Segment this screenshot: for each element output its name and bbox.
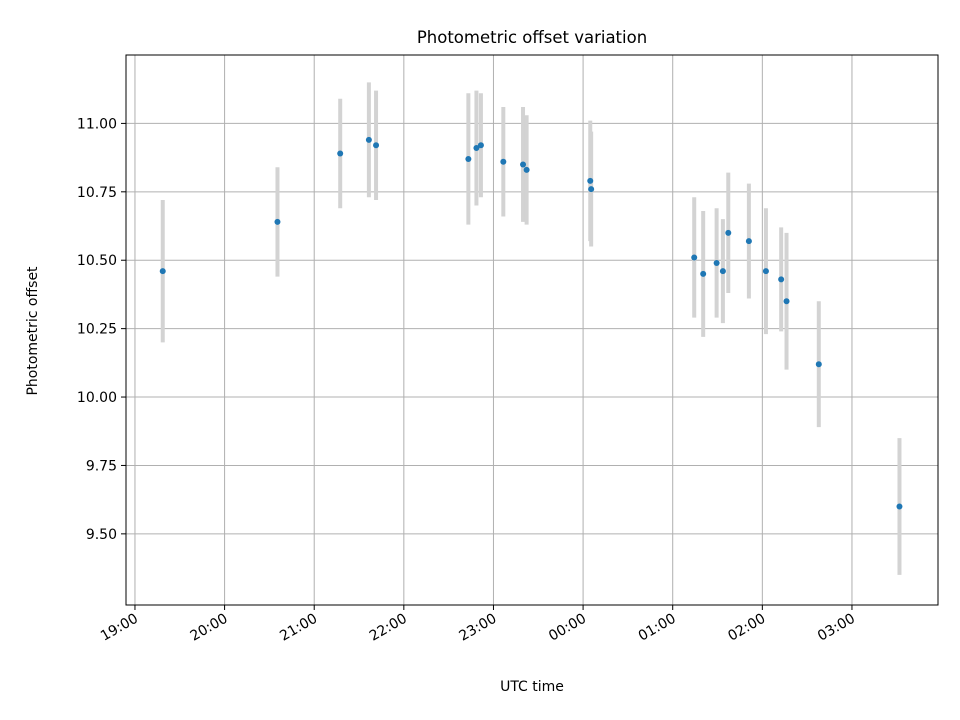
data-point (815, 361, 822, 368)
data-point (896, 503, 903, 510)
data-point (700, 270, 707, 277)
y-tick-label: 10.25 (77, 322, 117, 338)
y-tick-label: 11.00 (77, 116, 117, 132)
plot-area-frame (125, 54, 939, 606)
data-point (523, 166, 530, 173)
data-point (473, 145, 480, 152)
y-tick-label: 9.50 (86, 527, 117, 543)
y-axis-label: Photometric offset (25, 266, 41, 396)
data-point (520, 161, 527, 168)
data-point (725, 229, 732, 236)
data-point (274, 218, 281, 225)
data-point (745, 238, 752, 245)
chart-title: Photometric offset variation (417, 28, 647, 47)
data-point (365, 136, 372, 143)
data-point (762, 268, 769, 275)
data-point (465, 155, 472, 162)
y-axis-ticks: 9.50 9.75 10.00 10.25 10.50 10.75 11.00 (77, 116, 126, 543)
data-point (778, 276, 785, 283)
grid (126, 55, 938, 605)
data-point (373, 142, 380, 149)
y-tick-label: 10.50 (77, 253, 117, 269)
data-point (500, 158, 507, 165)
data-point (159, 268, 166, 275)
data-point (477, 142, 484, 149)
data-points (159, 136, 903, 510)
y-tick-label: 10.75 (77, 185, 117, 201)
y-tick-label: 9.75 (86, 458, 117, 474)
data-point (691, 254, 698, 261)
data-point (713, 259, 720, 266)
data-point (588, 186, 595, 193)
data-point (587, 177, 594, 184)
data-point (337, 150, 344, 157)
data-point (719, 268, 726, 275)
x-axis-label: UTC time (500, 679, 564, 695)
y-tick-label: 10.00 (77, 390, 117, 406)
data-point (783, 298, 790, 305)
